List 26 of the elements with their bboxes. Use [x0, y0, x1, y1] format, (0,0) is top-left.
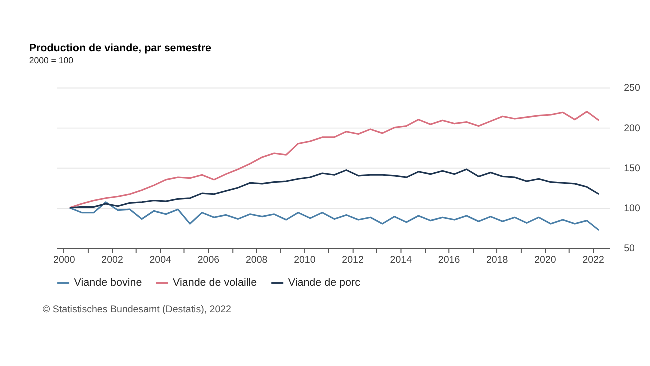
y-tick-label: 200: [624, 123, 641, 134]
line-series: [69, 168, 600, 209]
line-series: [69, 111, 600, 209]
legend-label: Viande de volaille: [173, 277, 258, 290]
y-tick-label: 250: [624, 83, 641, 94]
legend-label: Viande de porc: [288, 277, 362, 290]
x-tick-label: 2012: [342, 255, 364, 266]
line-series: [69, 202, 600, 232]
x-tick-label: 2010: [294, 255, 316, 266]
x-tick-label: 2014: [390, 255, 413, 266]
x-tick-label: 2000: [54, 255, 76, 266]
y-tick-label: 100: [624, 203, 641, 214]
chart-title: Production de viande, par semestre: [29, 42, 212, 55]
y-tick-label: 50: [624, 243, 636, 254]
x-tick-label: 2002: [102, 255, 124, 266]
y-tick-label: 150: [624, 163, 641, 174]
chart-subtitle: 2000 = 100: [29, 55, 74, 66]
x-tick-label: 2018: [486, 255, 508, 266]
x-tick-label: 2022: [582, 255, 604, 266]
x-tick-label: 2016: [438, 255, 460, 266]
x-tick-label: 2004: [150, 255, 172, 266]
x-tick-label: 2006: [198, 255, 220, 266]
legend-label: Viande bovine: [74, 277, 142, 290]
x-tick-label: 2008: [246, 255, 268, 266]
text: © Statistisches Bundesamt (Destatis), 2022: [43, 304, 232, 316]
x-tick-label: 2020: [534, 255, 557, 266]
